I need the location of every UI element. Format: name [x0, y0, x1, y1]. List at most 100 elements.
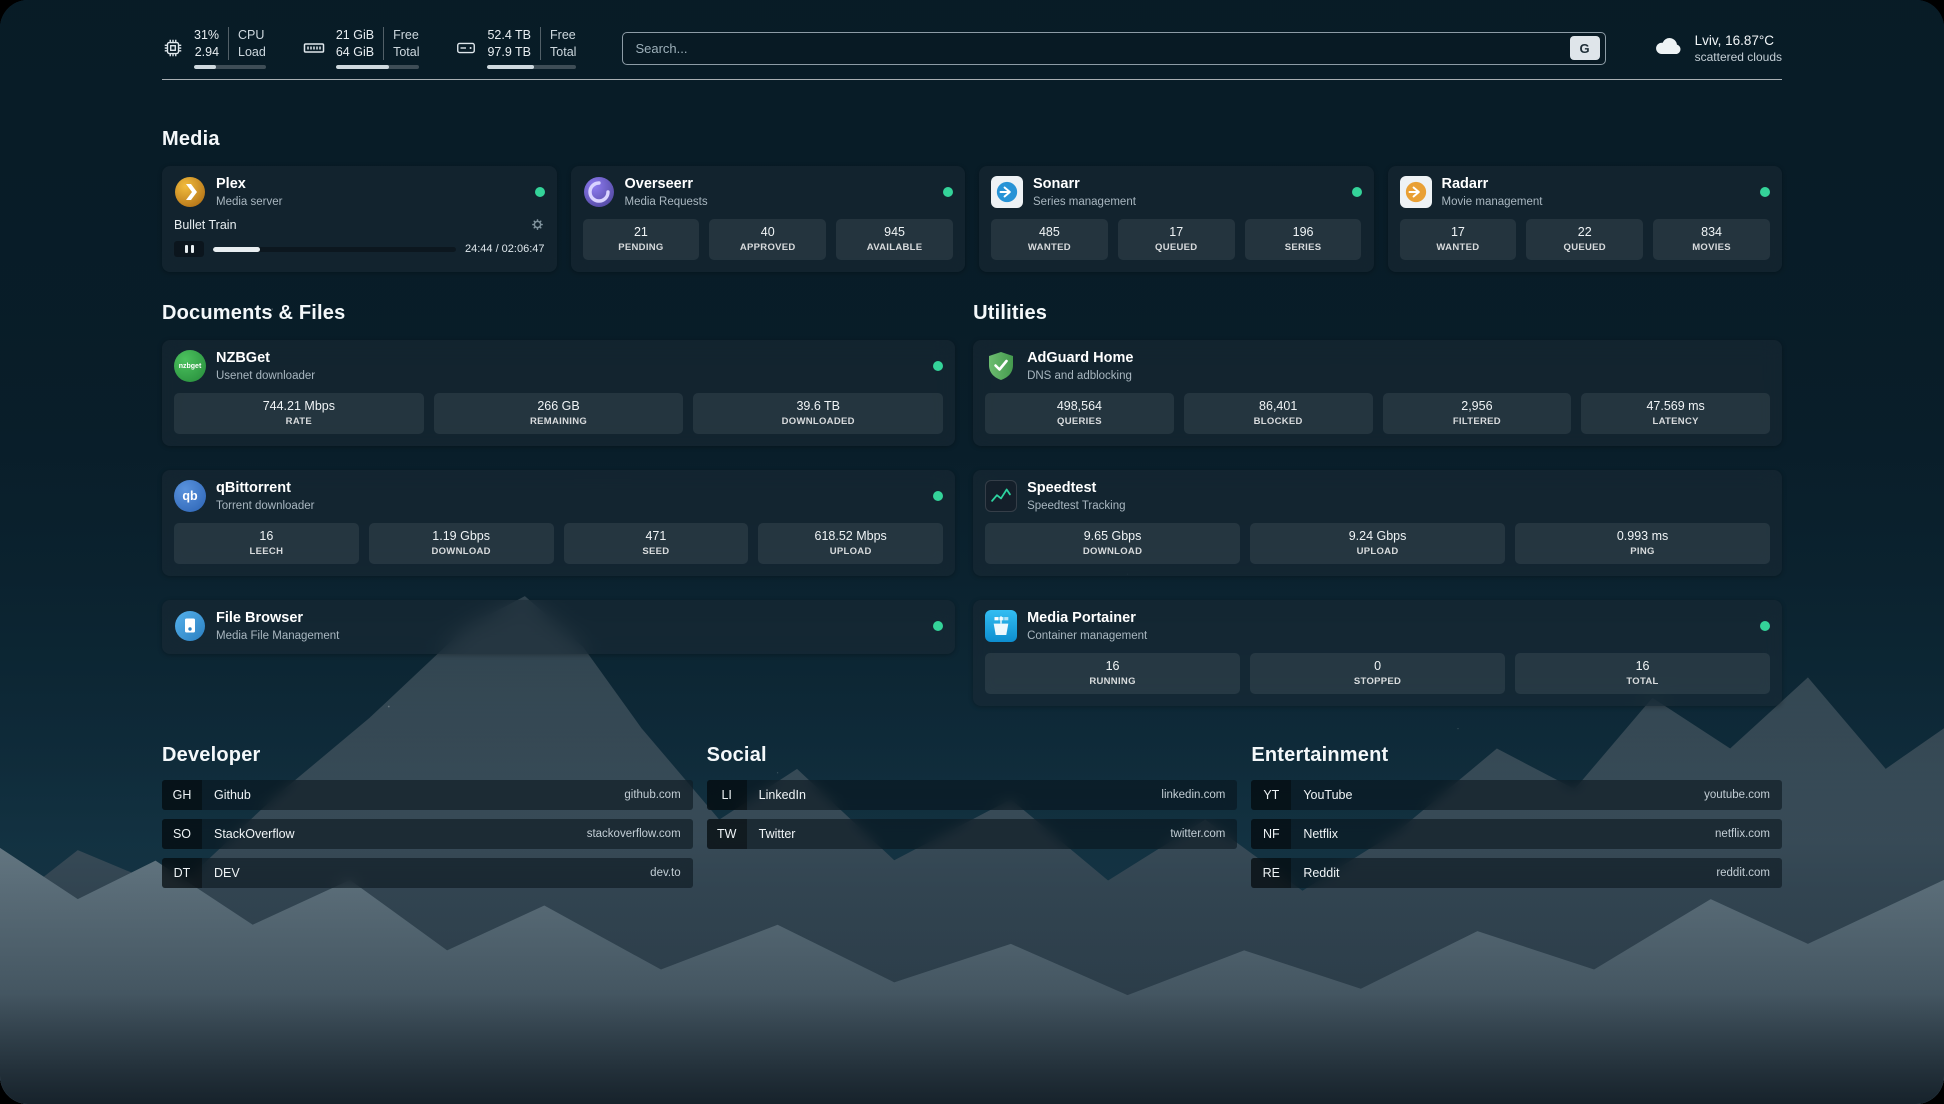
bookmark-github[interactable]: GH Github github.com	[162, 780, 693, 810]
bookmark-abbr: LI	[706, 780, 747, 810]
cpu-usage-fill	[194, 64, 217, 69]
playback-time: 24:44 / 02:06:47	[464, 243, 545, 255]
service-subtitle: Usenet downloader	[216, 369, 316, 382]
bookmark-abbr: YT	[1251, 780, 1292, 810]
gear-icon[interactable]	[530, 217, 545, 232]
search-input[interactable]	[635, 40, 1570, 56]
service-subtitle: Series management	[1033, 195, 1136, 208]
speedtest-icon	[985, 480, 1018, 512]
radarr-icon	[1399, 176, 1432, 208]
service-card-adguard[interactable]: AdGuard Home DNS and adblocking 498,564 …	[973, 340, 1782, 446]
stat-stopped: 0 STOPPED	[1250, 653, 1506, 694]
service-subtitle: Torrent downloader	[216, 499, 315, 512]
bookmark-group-developer: Developer GH Github github.com SO StackO…	[162, 744, 693, 897]
overseerr-icon	[583, 176, 615, 208]
bookmark-linkedin[interactable]: LI LinkedIn linkedin.com	[706, 780, 1238, 810]
header-divider	[162, 79, 1782, 80]
stat-queued: 17 QUEUED	[1117, 219, 1235, 260]
utilities-section-title: Utilities	[973, 302, 1048, 324]
stat-leech: 16 LEECH	[174, 523, 359, 564]
memory-usage-fill	[335, 64, 389, 69]
social-section-title: Social	[706, 744, 767, 766]
bookmark-twitter[interactable]: TW Twitter twitter.com	[706, 819, 1238, 849]
stat-rate: 744.21 Mbps RATE	[174, 393, 424, 434]
stat-total: 16 TOTAL	[1515, 653, 1771, 694]
pause-button[interactable]	[174, 241, 204, 257]
service-card-overseerr[interactable]: Overseerr Media Requests 21 PENDING 40 A…	[570, 166, 965, 272]
memory-total-value: 64 GiB	[335, 44, 375, 59]
bookmark-abbr: GH	[162, 780, 202, 810]
status-online-dot	[1760, 187, 1770, 197]
stat-wanted: 485 WANTED	[991, 219, 1108, 260]
stat-download: 9.65 Gbps DOWNLOAD	[985, 523, 1241, 564]
bookmark-url: netflix.com	[1715, 828, 1770, 840]
stat-available: 945 AVAILABLE	[836, 219, 953, 260]
stat-remaining: 266 GB REMAINING	[433, 393, 684, 434]
stat-pending: 21 PENDING	[582, 219, 700, 260]
service-subtitle: Media File Management	[216, 629, 340, 642]
bookmark-name: LinkedIn	[758, 788, 806, 802]
bookmark-youtube[interactable]: YT YouTube youtube.com	[1251, 780, 1782, 810]
plex-player-bar: 24:44 / 02:06:47	[174, 241, 545, 257]
stat-movies: 834 MOVIES	[1653, 219, 1770, 260]
service-card-sonarr[interactable]: Sonarr Series management 485 WANTED 17 Q…	[979, 166, 1374, 272]
bookmark-url: dev.to	[650, 867, 681, 879]
bookmark-reddit[interactable]: RE Reddit reddit.com	[1251, 858, 1782, 888]
service-card-radarr[interactable]: Radarr Movie management 17 WANTED 22 QUE…	[1387, 166, 1782, 272]
service-subtitle: Movie management	[1441, 195, 1543, 208]
disk-free-value: 52.4 TB	[487, 28, 532, 43]
service-subtitle: DNS and adblocking	[1027, 369, 1132, 382]
service-card-nzbget[interactable]: nzbget NZBGet Usenet downloader 744.21 M…	[162, 340, 956, 446]
service-subtitle: Media server	[216, 195, 283, 208]
media-grid: Plex Media server Bullet Train	[162, 166, 1782, 272]
bookmark-netflix[interactable]: NF Netflix netflix.com	[1251, 819, 1782, 849]
service-card-plex[interactable]: Plex Media server Bullet Train	[162, 166, 557, 272]
bookmark-dev[interactable]: DT DEV dev.to	[162, 858, 693, 888]
bookmark-name: Netflix	[1303, 827, 1339, 841]
service-name: NZBGet	[216, 350, 270, 367]
bookmark-url: reddit.com	[1716, 867, 1770, 879]
service-card-qbittorrent[interactable]: qb qBittorrent Torrent downloader 16 LEE…	[162, 470, 956, 576]
stat-series: 196 SERIES	[1244, 219, 1362, 260]
documents-section-title: Documents & Files	[162, 302, 346, 324]
search-bar: G	[622, 31, 1606, 65]
media-section-title: Media	[162, 128, 220, 150]
bookmark-abbr: TW	[706, 819, 747, 849]
bookmark-name: Github	[214, 788, 251, 802]
search-engine-button[interactable]: G	[1569, 36, 1600, 60]
cpu-percent: 31%	[194, 28, 220, 43]
bookmark-abbr: DT	[162, 858, 202, 888]
disk-usage-fill	[487, 64, 534, 69]
adguard-icon	[985, 350, 1017, 382]
bookmark-group-social: Social LI LinkedIn linkedin.com TW Twitt…	[706, 744, 1238, 897]
memory-total-label: Total	[383, 43, 419, 60]
memory-icon	[302, 36, 326, 60]
cloud-icon	[1652, 30, 1684, 67]
stat-approved: 40 APPROVED	[709, 219, 827, 260]
disk-total-value: 97.9 TB	[487, 44, 532, 59]
stat-upload: 9.24 Gbps UPLOAD	[1250, 523, 1506, 564]
service-name: Plex	[216, 176, 246, 193]
section-utilities: Utilities	[973, 302, 1782, 706]
service-card-speedtest[interactable]: Speedtest Speedtest Tracking 9.65 Gbps D…	[973, 470, 1782, 576]
qbittorrent-icon: qb	[174, 480, 206, 512]
cpu-icon	[162, 37, 184, 59]
bookmarks-area: Developer GH Github github.com SO StackO…	[162, 744, 1782, 897]
playback-progress-track[interactable]	[213, 246, 456, 252]
playback-progress-fill	[213, 246, 261, 252]
service-subtitle: Speedtest Tracking	[1027, 499, 1126, 512]
service-name: File Browser	[216, 610, 304, 627]
bookmark-name: Reddit	[1303, 866, 1340, 880]
service-card-portainer[interactable]: Media Portainer Container management 16 …	[973, 600, 1782, 706]
stat-latency: 47.569 ms LATENCY	[1581, 393, 1770, 434]
weather-location: Lviv, 16.87°C	[1694, 32, 1775, 48]
status-online-dot	[933, 621, 944, 631]
bookmark-stackoverflow[interactable]: SO StackOverflow stackoverflow.com	[162, 819, 693, 849]
weather-condition: scattered clouds	[1694, 49, 1782, 64]
stat-seed: 471 SEED	[563, 523, 749, 564]
status-online-dot	[943, 187, 953, 197]
bookmark-abbr: RE	[1251, 858, 1292, 888]
bookmark-name: YouTube	[1303, 788, 1353, 802]
service-card-filebrowser[interactable]: File Browser Media File Management	[162, 600, 956, 654]
